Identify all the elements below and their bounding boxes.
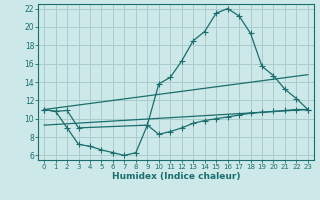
X-axis label: Humidex (Indice chaleur): Humidex (Indice chaleur): [112, 172, 240, 181]
